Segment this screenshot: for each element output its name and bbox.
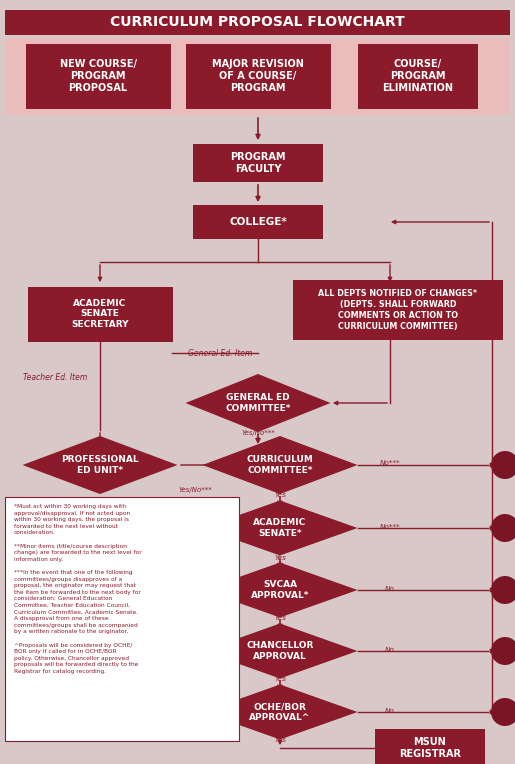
FancyBboxPatch shape [293,280,503,340]
Text: CURRICULUM
COMMITTEE*: CURRICULUM COMMITTEE* [247,455,314,475]
Text: No***: No*** [380,460,400,466]
Text: Yes: Yes [274,676,286,682]
FancyBboxPatch shape [5,497,239,741]
Circle shape [491,637,515,665]
Text: MAJOR REVISION
OF A COURSE/
PROGRAM: MAJOR REVISION OF A COURSE/ PROGRAM [212,59,304,93]
Text: No: No [385,708,395,714]
FancyBboxPatch shape [193,205,323,239]
Text: Yes: Yes [274,492,286,498]
Text: PROGRAM
FACULTY: PROGRAM FACULTY [230,152,286,174]
Text: GENERAL ED
COMMITTEE*: GENERAL ED COMMITTEE* [225,393,291,413]
Circle shape [491,698,515,726]
Text: No***: No*** [380,524,400,530]
Circle shape [491,514,515,542]
Polygon shape [23,436,178,494]
Text: Teacher Ed. Item: Teacher Ed. Item [23,374,87,383]
FancyBboxPatch shape [26,44,170,108]
FancyBboxPatch shape [193,144,323,182]
Text: MSUN
REGISTRAR: MSUN REGISTRAR [399,737,461,759]
Text: ACADEMIC
SENATE*: ACADEMIC SENATE* [253,518,306,538]
FancyBboxPatch shape [185,44,331,108]
Text: Yes: Yes [274,555,286,561]
Polygon shape [202,436,357,494]
Text: ACADEMIC
SENATE
SECRETARY: ACADEMIC SENATE SECRETARY [71,299,129,329]
Text: No: No [385,586,395,592]
FancyBboxPatch shape [358,44,478,108]
Polygon shape [202,623,357,678]
Polygon shape [202,500,357,555]
Text: CHANCELLOR
APPROVAL: CHANCELLOR APPROVAL [246,641,314,661]
FancyBboxPatch shape [27,286,173,342]
Text: Yes: Yes [274,615,286,621]
Text: CURRICULUM PROPOSAL FLOWCHART: CURRICULUM PROPOSAL FLOWCHART [110,15,405,30]
Polygon shape [202,685,357,740]
Polygon shape [202,562,357,617]
Polygon shape [185,374,331,432]
FancyBboxPatch shape [375,729,485,764]
Text: COLLEGE*: COLLEGE* [229,217,287,227]
Text: *Must act within 30 working days with
approval/disapproval. If not acted upon
wi: *Must act within 30 working days with ap… [14,504,142,674]
Text: No: No [385,647,395,653]
Text: NEW COURSE/
PROGRAM
PROPOSAL: NEW COURSE/ PROGRAM PROPOSAL [60,59,136,93]
Text: COURSE/
PROGRAM
ELIMINATION: COURSE/ PROGRAM ELIMINATION [383,59,454,93]
Text: Yes/No***: Yes/No*** [241,430,275,436]
Circle shape [491,451,515,479]
Text: Yes/No***: Yes/No*** [178,487,212,493]
Text: Yes: Yes [274,737,286,743]
Text: PROFESSIONAL
ED UNIT*: PROFESSIONAL ED UNIT* [61,455,139,475]
Circle shape [491,576,515,604]
FancyBboxPatch shape [5,10,510,35]
Text: General Ed. Item: General Ed. Item [188,348,252,358]
Text: SVCAA
APPROVAL*: SVCAA APPROVAL* [251,580,309,600]
Text: OCHE/BOR
APPROVAL^: OCHE/BOR APPROVAL^ [249,702,311,722]
Text: ALL DEPTS NOTIFIED OF CHANGES*
(DEPTS. SHALL FORWARD
COMMENTS OR ACTION TO
CURRI: ALL DEPTS NOTIFIED OF CHANGES* (DEPTS. S… [318,290,477,331]
FancyBboxPatch shape [5,38,510,115]
